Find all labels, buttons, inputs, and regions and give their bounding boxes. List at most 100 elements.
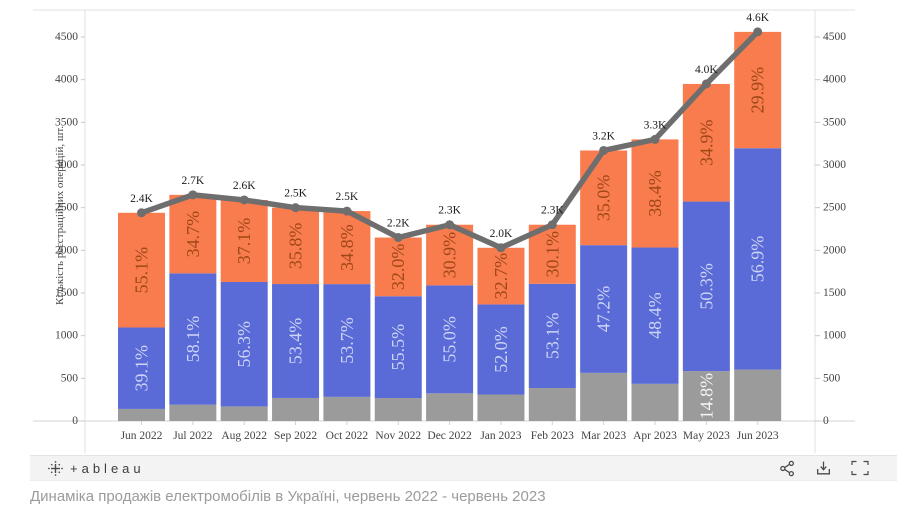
line-point[interactable]: [393, 233, 403, 243]
y-tick-label-right: 3000: [823, 159, 846, 171]
bar-segment-segment-blue[interactable]: [734, 148, 782, 370]
bar-segment-segment-gray[interactable]: [272, 397, 320, 421]
bar-segment-label: 55.5%: [388, 324, 408, 371]
bar-segment-segment-orange[interactable]: [323, 211, 371, 285]
x-tick-label: May 2023: [683, 430, 730, 442]
bar-segment-segment-gray[interactable]: [374, 398, 422, 421]
bar-segment-segment-orange[interactable]: [631, 139, 679, 248]
line-point[interactable]: [701, 79, 711, 89]
line-point[interactable]: [599, 145, 609, 155]
bar-segment-label: 48.4%: [645, 292, 665, 339]
line-point-label: 2.3K: [541, 205, 564, 217]
bar-segment-label: 35.0%: [594, 175, 614, 222]
line-point[interactable]: [753, 27, 763, 37]
bar-segment-segment-orange[interactable]: [477, 247, 525, 305]
bar-segment-segment-blue[interactable]: [220, 281, 268, 407]
bar-segment-segment-gray[interactable]: [118, 408, 165, 421]
bar-segment-segment-orange[interactable]: [220, 199, 268, 282]
line-point-label: 3.2K: [592, 130, 615, 142]
line-point[interactable]: [239, 195, 249, 205]
tableau-viz: 0 0 500 500 1000 1000 1500 1500 2000 2000 2500 2500…: [30, 9, 897, 481]
bar-segment-label: 38.4%: [645, 170, 665, 217]
y-tick-label-right: 2500: [823, 202, 846, 214]
bar-segment-label: 29.9%: [748, 67, 768, 114]
y-tick-label-right: 2000: [823, 244, 846, 256]
bar-segment-segment-gray[interactable]: [477, 394, 525, 421]
x-tick-label: Jun 2023: [737, 430, 779, 442]
bar-segment-label: 55.1%: [132, 247, 152, 294]
bar-segment-label: 56.9%: [748, 236, 768, 283]
bar-segment-segment-blue[interactable]: [528, 283, 576, 389]
bar-segment-segment-gray[interactable]: [528, 388, 576, 421]
tableau-logo-icon: [48, 460, 63, 476]
download-button[interactable]: [813, 458, 834, 479]
bar-segment-label: 14.8%: [696, 373, 716, 420]
bar-segment-label: 34.7%: [183, 211, 203, 258]
toolbar-actions: [777, 458, 871, 479]
y-tick-label-left: 1500: [55, 287, 78, 299]
bar-segment-segment-orange[interactable]: [580, 150, 628, 246]
x-tick-label: Aug 2022: [221, 430, 267, 442]
bar-segment-label: 32.0%: [388, 244, 408, 291]
bar-segment-segment-orange[interactable]: [426, 224, 474, 286]
x-tick-label: Oct 2022: [326, 430, 369, 442]
line-point-label: 2.5K: [336, 191, 359, 203]
bar-segment-segment-blue[interactable]: [631, 247, 679, 384]
bar-segment-segment-blue[interactable]: [374, 296, 422, 399]
line-point-label: 2.5K: [284, 188, 307, 200]
bar-segment-segment-blue[interactable]: [426, 285, 474, 394]
bar-segment-segment-gray[interactable]: [580, 372, 628, 421]
y-tick-label-right: 1000: [823, 330, 846, 342]
bar-segment-segment-gray[interactable]: [631, 383, 679, 421]
bar-segment-segment-orange[interactable]: [169, 194, 217, 274]
bar-segment-label: 55.0%: [440, 316, 460, 363]
bar-segment-label: 50.3%: [696, 263, 716, 310]
bar-segment-segment-orange[interactable]: [118, 212, 165, 328]
bar-segment-segment-blue[interactable]: [477, 304, 525, 395]
bar-segment-segment-gray[interactable]: [169, 404, 217, 421]
x-tick-label: Sep 2022: [274, 430, 317, 442]
bar-segment-segment-blue[interactable]: [272, 284, 320, 398]
bar-segment-segment-gray[interactable]: [426, 393, 474, 421]
bar-segment-segment-gray[interactable]: [682, 371, 730, 421]
bar-segment-segment-blue[interactable]: [169, 273, 217, 405]
line-point[interactable]: [650, 134, 660, 144]
tableau-wordmark: +ableau: [70, 460, 145, 476]
fullscreen-button[interactable]: [849, 458, 871, 478]
bar-segment-segment-blue[interactable]: [118, 327, 165, 409]
tableau-logo-link[interactable]: +ableau: [48, 461, 145, 476]
y-tick-label-right: 4000: [823, 74, 846, 86]
y-tick-label-right: 1500: [823, 287, 846, 299]
y-tick-label-right: 3500: [823, 116, 846, 128]
bar-segment-label: 35.8%: [286, 223, 306, 270]
line-point-label: 4.0K: [695, 64, 718, 76]
line-point[interactable]: [496, 243, 506, 253]
line-point-label: 2.0K: [490, 228, 513, 240]
bar-segment-segment-gray[interactable]: [734, 369, 782, 421]
line-point[interactable]: [547, 220, 557, 230]
line-point[interactable]: [188, 190, 198, 200]
line-point[interactable]: [445, 220, 455, 230]
line-point-label: 4.6K: [746, 12, 769, 24]
x-tick-label: Dec 2022: [427, 430, 472, 442]
bar-segment-segment-blue[interactable]: [580, 245, 628, 373]
y-tick-label-left: 2500: [55, 202, 78, 214]
line-point-label: 2.2K: [387, 218, 410, 230]
line-point[interactable]: [137, 208, 146, 218]
x-tick-label: Jan 2023: [480, 430, 521, 442]
x-tick-label: Mar 2023: [581, 430, 626, 442]
bar-segment-label: 53.7%: [337, 317, 357, 364]
bar-segment-label: 37.1%: [234, 218, 254, 265]
bar-segment-segment-orange[interactable]: [272, 207, 320, 285]
x-tick-label: Feb 2023: [531, 430, 574, 442]
y-tick-label-left: 3500: [55, 116, 78, 128]
share-button[interactable]: [777, 458, 798, 479]
bar-segment-segment-gray[interactable]: [220, 406, 268, 421]
bar-segment-segment-orange[interactable]: [374, 237, 422, 297]
bar-segment-segment-blue[interactable]: [682, 201, 730, 372]
bar-segment-segment-blue[interactable]: [323, 284, 371, 397]
line-point[interactable]: [291, 203, 301, 213]
bar-segment-segment-gray[interactable]: [323, 396, 371, 421]
line-point[interactable]: [342, 206, 352, 216]
bar-segment-label: 47.2%: [594, 286, 614, 333]
